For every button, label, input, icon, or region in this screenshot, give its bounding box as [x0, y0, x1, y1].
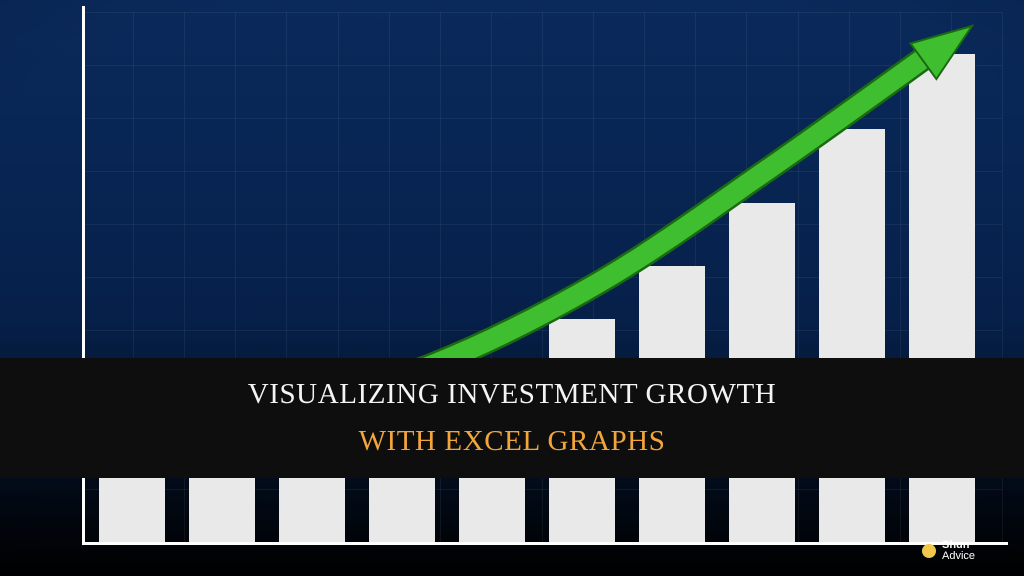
watermark-text: Shun Advice	[942, 540, 975, 562]
lightbulb-icon	[922, 544, 936, 558]
bar	[819, 129, 885, 542]
title-line-2: WITH EXCEL GRAPHS	[359, 425, 666, 458]
figure-canvas: VISUALIZING INVESTMENT GROWTH WITH EXCEL…	[0, 0, 1024, 576]
x-axis	[82, 542, 1008, 545]
title-band: VISUALIZING INVESTMENT GROWTH WITH EXCEL…	[0, 358, 1024, 478]
watermark: Shun Advice	[922, 540, 975, 562]
title-line-1: VISUALIZING INVESTMENT GROWTH	[248, 378, 777, 411]
watermark-text-bottom: Advice	[942, 551, 975, 562]
